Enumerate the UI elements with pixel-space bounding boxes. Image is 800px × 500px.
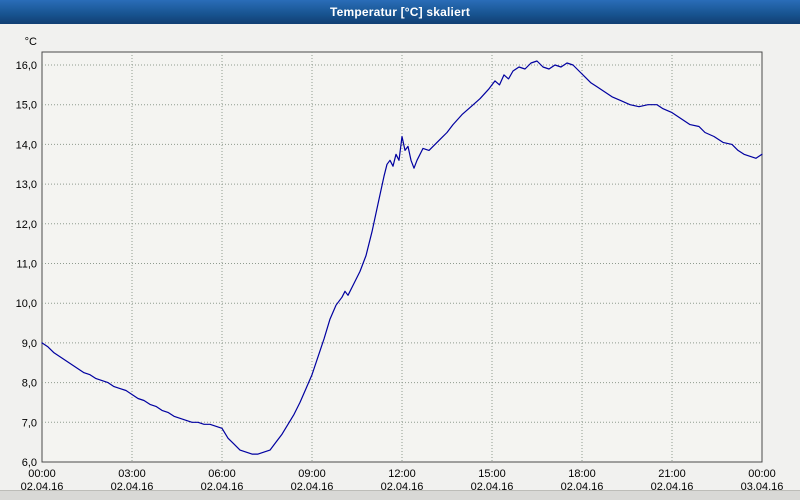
y-tick-label: 6,0 bbox=[22, 457, 37, 469]
y-tick-label: 8,0 bbox=[22, 378, 37, 390]
x-tick-date-label: 02.04.16 bbox=[381, 481, 424, 490]
x-tick-time-label: 09:00 bbox=[298, 468, 326, 480]
x-tick-date-label: 02.04.16 bbox=[471, 481, 514, 490]
x-tick-date-label: 02.04.16 bbox=[291, 481, 334, 490]
y-axis-unit-label: °C bbox=[25, 36, 37, 48]
x-tick-date-label: 02.04.16 bbox=[561, 481, 604, 490]
x-tick-time-label: 18:00 bbox=[568, 468, 596, 480]
y-axis-labels: 6,0 7,0 8,0 9,0 10,0 11,0 12,0 13,0 14,0 15,0 16,0 bbox=[16, 60, 37, 469]
y-tick-label: 11,0 bbox=[16, 259, 37, 271]
x-tick-date-label: 02.04.16 bbox=[111, 481, 154, 490]
y-tick-label: 15,0 bbox=[16, 100, 37, 112]
x-tick-date-label: 02.04.16 bbox=[21, 481, 64, 490]
temperature-chart: 6,0 7,0 8,0 9,0 10,0 11,0 12,0 13,0 14,0 15,0 16,0… bbox=[0, 24, 800, 490]
window-bottom-strip bbox=[0, 490, 800, 500]
y-tick-label: 14,0 bbox=[16, 139, 37, 151]
grid-lines bbox=[42, 52, 762, 462]
temperature-line bbox=[41, 60, 763, 455]
x-tick-date-label: 02.04.16 bbox=[201, 481, 244, 490]
y-tick-label: 7,0 bbox=[22, 417, 37, 429]
x-tick-time-label: 06:00 bbox=[208, 468, 236, 480]
y-tick-label: 9,0 bbox=[22, 338, 37, 350]
window-title: Temperatur [°C] skaliert bbox=[329, 5, 471, 19]
x-tick-time-label: 03:00 bbox=[118, 468, 146, 480]
x-tick-time-label: 15:00 bbox=[478, 468, 506, 480]
y-tick-label: 12,0 bbox=[16, 219, 37, 231]
x-tick-date-label: 03.04.16 bbox=[741, 481, 784, 490]
x-tick-time-label: 21:00 bbox=[658, 468, 686, 480]
window-titlebar: Temperatur [°C] skaliert bbox=[0, 0, 800, 24]
x-tick-time-label: 00:00 bbox=[28, 468, 56, 480]
x-tick-time-label: 00:00 bbox=[748, 468, 776, 480]
x-axis-labels: 00:0002.04.1603:0002.04.1606:0002.04.160… bbox=[21, 468, 784, 490]
y-tick-label: 10,0 bbox=[16, 298, 37, 310]
x-tick-time-label: 12:00 bbox=[388, 468, 416, 480]
y-tick-label: 16,0 bbox=[16, 60, 37, 72]
y-tick-label: 13,0 bbox=[16, 179, 37, 191]
x-tick-date-label: 02.04.16 bbox=[651, 481, 694, 490]
